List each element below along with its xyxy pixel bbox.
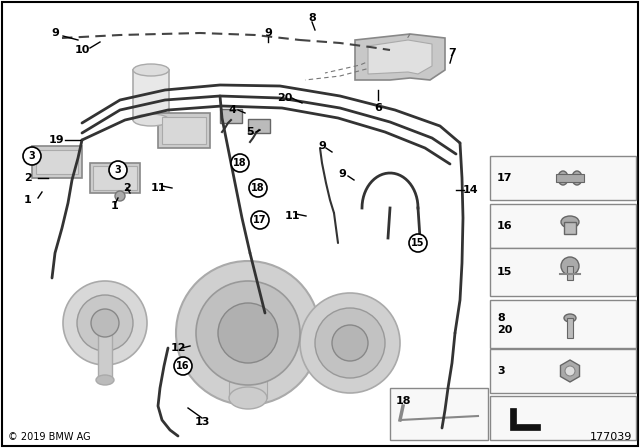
Bar xyxy=(158,113,210,148)
Bar xyxy=(490,349,636,393)
Ellipse shape xyxy=(96,375,114,385)
Text: 1: 1 xyxy=(111,201,119,211)
Ellipse shape xyxy=(561,216,579,228)
Circle shape xyxy=(91,309,119,337)
Circle shape xyxy=(176,261,320,405)
Circle shape xyxy=(109,161,127,179)
Bar xyxy=(98,325,112,380)
Bar xyxy=(162,117,206,144)
Text: 7: 7 xyxy=(448,48,456,58)
Text: 3: 3 xyxy=(115,165,122,175)
Text: 3: 3 xyxy=(497,366,504,376)
Bar xyxy=(490,300,636,348)
Bar xyxy=(133,70,169,120)
Text: 9: 9 xyxy=(264,28,272,38)
Polygon shape xyxy=(355,34,445,80)
Ellipse shape xyxy=(133,64,169,76)
Text: 8
20: 8 20 xyxy=(497,313,513,335)
Text: 19: 19 xyxy=(49,135,65,145)
Text: 13: 13 xyxy=(195,417,210,427)
Bar xyxy=(564,222,576,234)
Bar xyxy=(490,156,636,200)
Circle shape xyxy=(332,325,368,361)
Circle shape xyxy=(565,366,575,376)
Ellipse shape xyxy=(229,387,267,409)
Bar xyxy=(229,368,267,398)
Text: 16: 16 xyxy=(497,221,513,231)
Circle shape xyxy=(218,303,278,363)
Text: 5: 5 xyxy=(246,127,254,137)
Bar xyxy=(248,119,270,133)
Text: 20: 20 xyxy=(277,93,292,103)
Text: 4: 4 xyxy=(228,105,236,115)
Text: 15: 15 xyxy=(497,267,513,277)
Bar xyxy=(93,166,137,190)
Bar xyxy=(567,266,573,280)
Text: 11: 11 xyxy=(284,211,300,221)
Ellipse shape xyxy=(564,314,576,322)
Text: 177039: 177039 xyxy=(589,432,632,442)
Bar xyxy=(490,396,636,440)
Text: 9: 9 xyxy=(338,169,346,179)
Text: 9: 9 xyxy=(318,141,326,151)
Circle shape xyxy=(77,295,133,351)
Bar xyxy=(390,388,488,440)
Text: 1: 1 xyxy=(24,195,32,205)
Ellipse shape xyxy=(558,171,568,185)
Text: 8: 8 xyxy=(308,13,316,23)
Circle shape xyxy=(63,281,147,365)
Text: 18: 18 xyxy=(233,158,247,168)
Polygon shape xyxy=(510,408,540,430)
Circle shape xyxy=(315,308,385,378)
Text: 12: 12 xyxy=(170,343,186,353)
Text: 9: 9 xyxy=(51,28,59,38)
Text: 18: 18 xyxy=(396,396,412,406)
Ellipse shape xyxy=(133,114,169,126)
Circle shape xyxy=(249,179,267,197)
Ellipse shape xyxy=(572,171,582,185)
Text: 3: 3 xyxy=(29,151,35,161)
Bar xyxy=(556,174,584,182)
Polygon shape xyxy=(368,40,432,74)
Text: 16: 16 xyxy=(176,361,189,371)
Circle shape xyxy=(115,191,125,201)
Text: 17: 17 xyxy=(497,173,513,183)
Circle shape xyxy=(251,211,269,229)
Text: 6: 6 xyxy=(374,103,382,113)
Bar xyxy=(490,204,636,248)
Polygon shape xyxy=(561,360,580,382)
Bar xyxy=(490,248,636,296)
Text: 15: 15 xyxy=(412,238,425,248)
Bar xyxy=(567,318,573,338)
Bar xyxy=(32,146,82,178)
Text: 2: 2 xyxy=(123,183,131,193)
Circle shape xyxy=(196,281,300,385)
Circle shape xyxy=(174,357,192,375)
Circle shape xyxy=(23,147,41,165)
Bar xyxy=(220,109,242,123)
Circle shape xyxy=(300,293,400,393)
Bar xyxy=(90,163,140,193)
Text: 2: 2 xyxy=(24,173,32,183)
Circle shape xyxy=(409,234,427,252)
Text: © 2019 BMW AG: © 2019 BMW AG xyxy=(8,432,91,442)
Circle shape xyxy=(561,257,579,275)
Text: 14: 14 xyxy=(462,185,478,195)
Text: 18: 18 xyxy=(251,183,265,193)
Text: 11: 11 xyxy=(150,183,166,193)
Circle shape xyxy=(231,154,249,172)
Text: 17: 17 xyxy=(253,215,267,225)
Text: 10: 10 xyxy=(74,45,90,55)
Bar xyxy=(36,150,78,174)
